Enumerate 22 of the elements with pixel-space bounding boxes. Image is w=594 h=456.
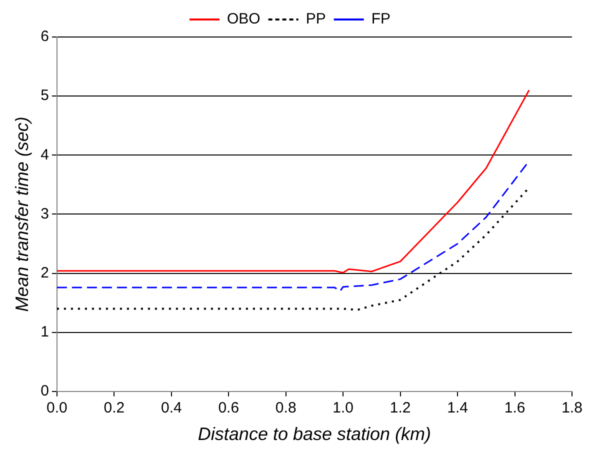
x-tick-label: 1.8 [562, 400, 582, 417]
x-axis-title: Distance to base station (km) [198, 424, 432, 444]
y-tick-label: 6 [40, 28, 49, 46]
x-tick-label: 0.0 [46, 400, 68, 417]
legend-label: PP [306, 10, 326, 28]
y-tick-label: 0 [40, 382, 49, 400]
y-tick-label: 1 [40, 323, 49, 340]
legend-label: FP [371, 10, 391, 28]
x-tick-label: 0.4 [160, 400, 182, 417]
y-tick-label: 2 [40, 264, 49, 282]
x-tick-label: 1.0 [332, 400, 354, 417]
y-axis-title: Mean transfer time (sec) [12, 116, 32, 312]
x-tick-label: 0.6 [218, 400, 240, 417]
x-tick-label: 1.4 [447, 400, 468, 417]
x-tick-label: 0.8 [275, 400, 296, 417]
legend-label: OBO [226, 10, 260, 28]
x-tick-label: 1.6 [504, 400, 526, 417]
y-tick-label: 5 [40, 87, 49, 104]
x-tick-label: 0.2 [104, 400, 125, 417]
y-tick-label: 3 [40, 205, 49, 222]
y-tick-label: 4 [40, 146, 49, 164]
x-tick-label: 1.2 [390, 400, 411, 417]
